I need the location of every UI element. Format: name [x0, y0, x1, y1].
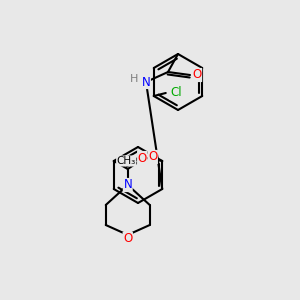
Text: N: N	[142, 76, 150, 88]
Text: O: O	[138, 152, 147, 164]
Text: Cl: Cl	[170, 86, 182, 100]
Text: O: O	[192, 68, 202, 82]
Text: H: H	[130, 74, 138, 84]
Text: CH₃: CH₃	[117, 156, 136, 166]
Text: O: O	[123, 232, 132, 245]
Text: O: O	[148, 151, 158, 164]
Text: N: N	[123, 178, 132, 191]
